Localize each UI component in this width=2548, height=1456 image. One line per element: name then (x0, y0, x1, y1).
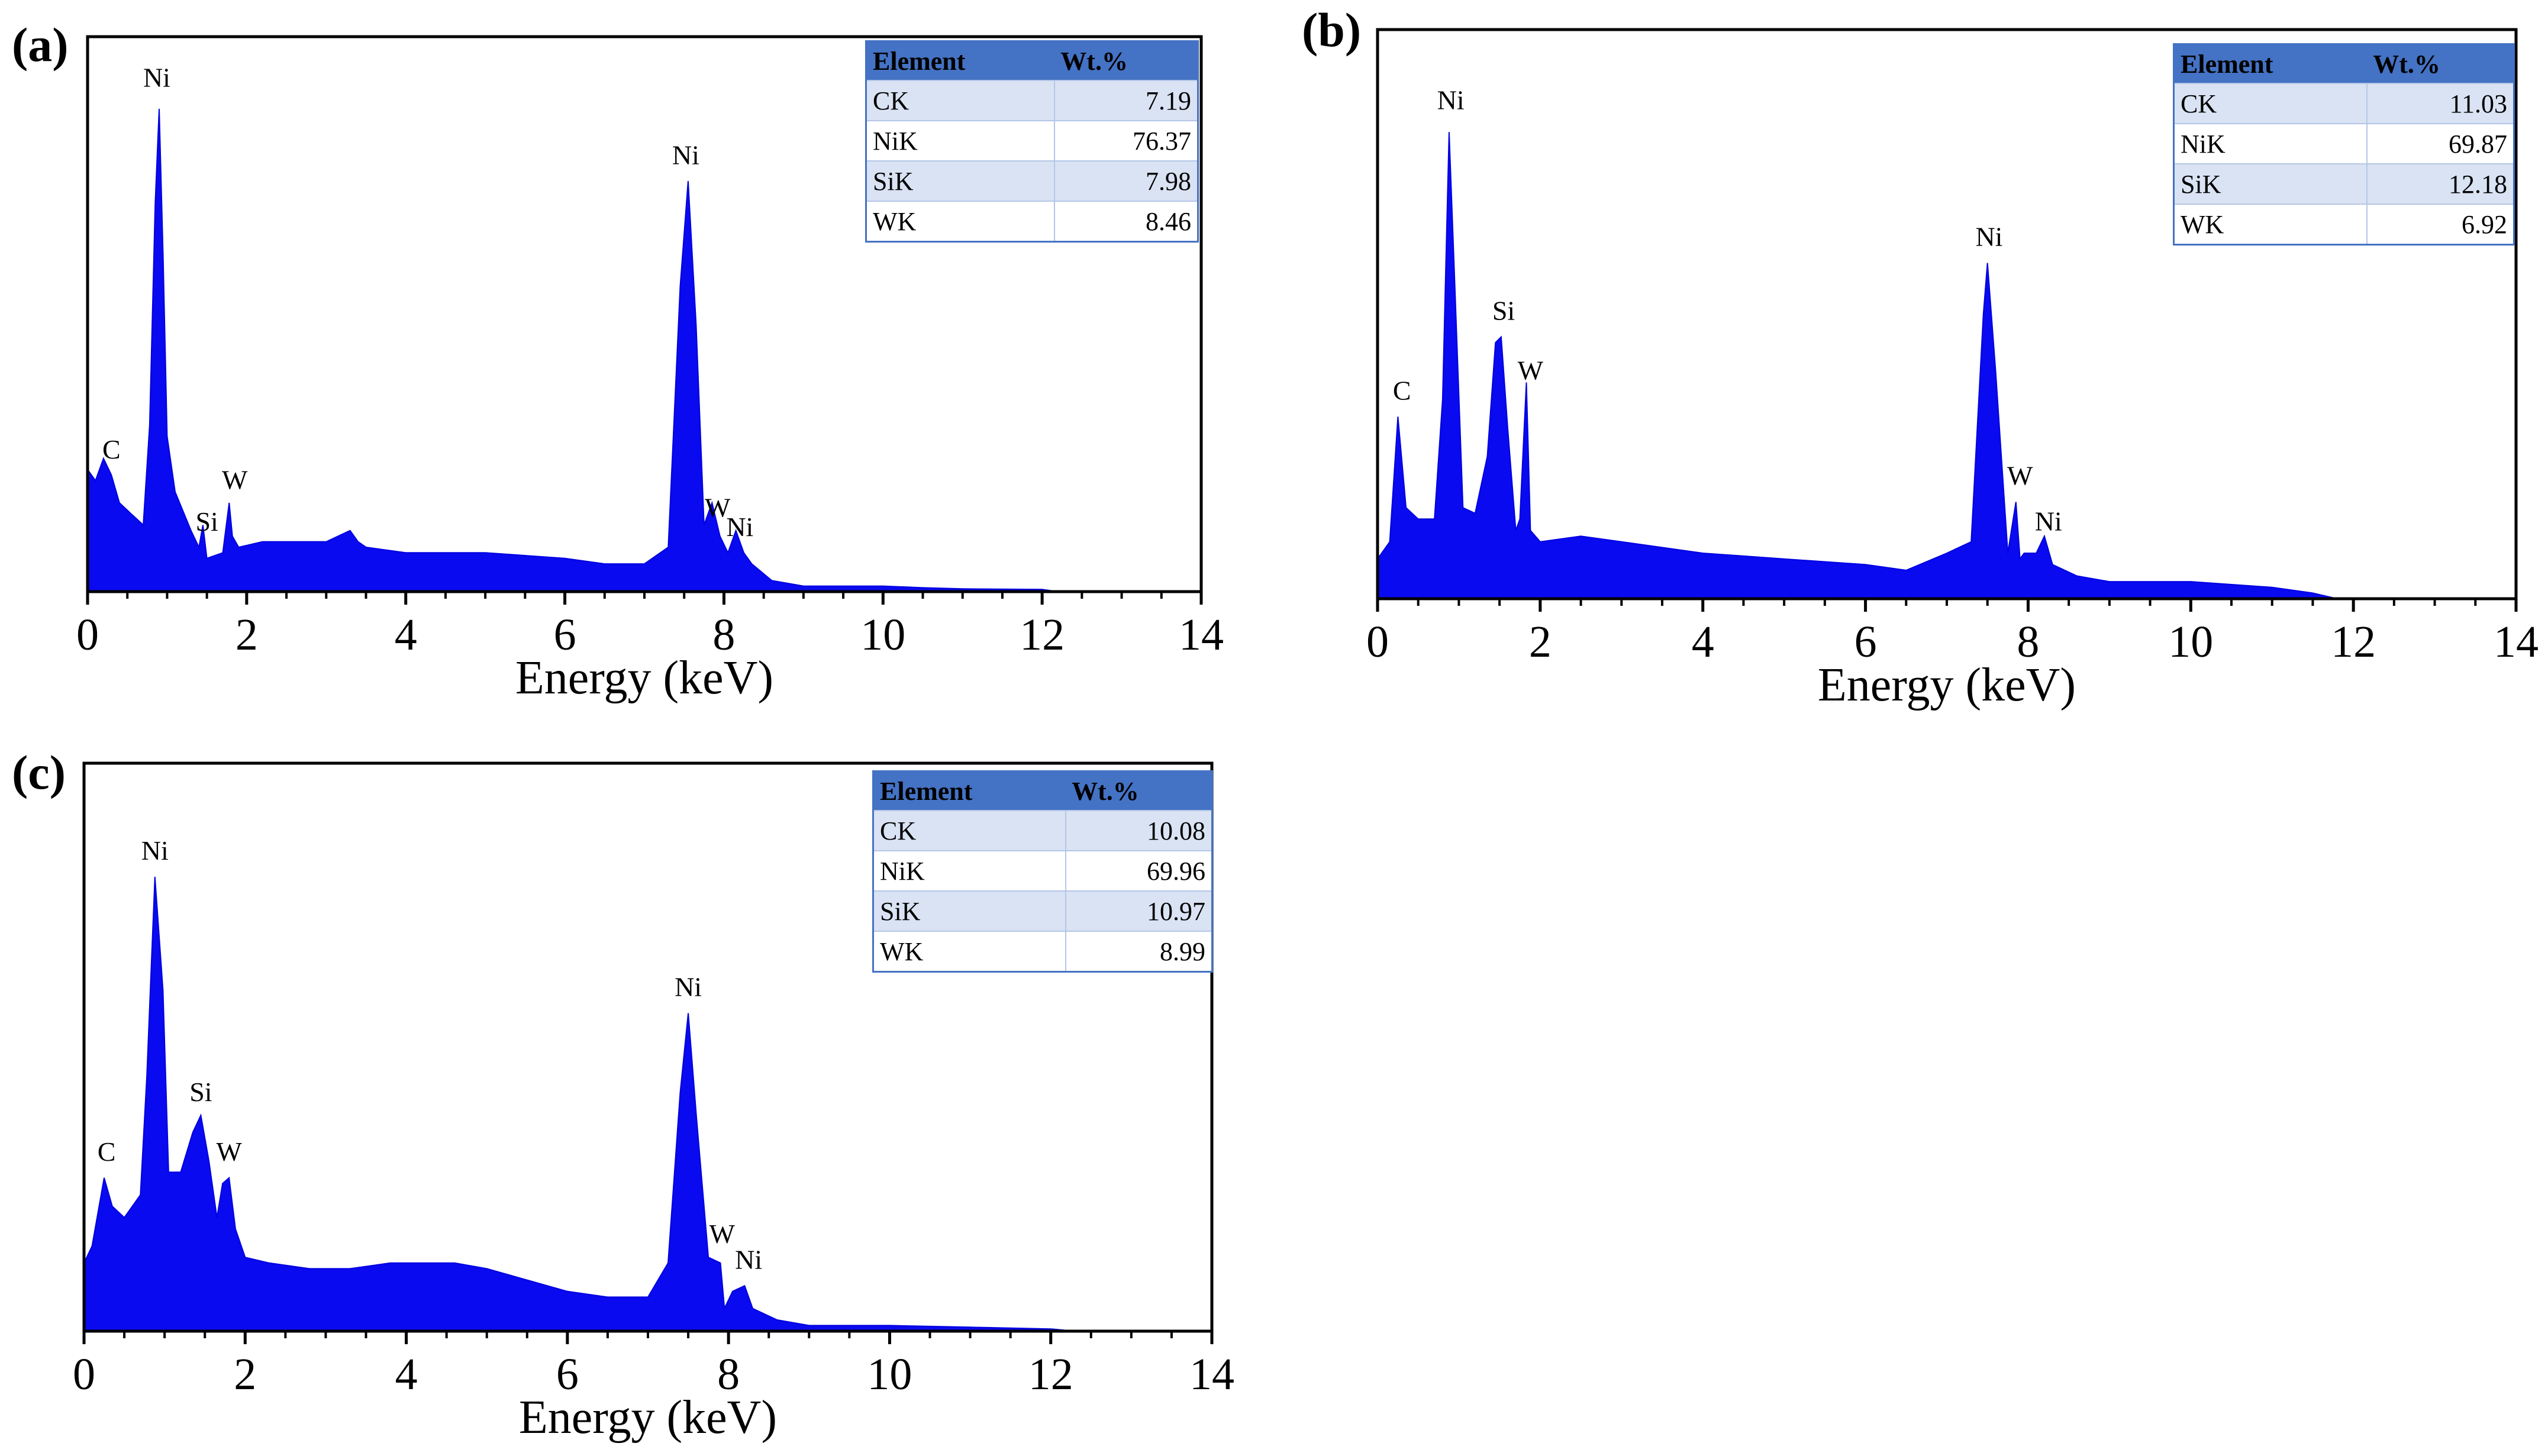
x-tick-label: 4 (1692, 617, 1714, 667)
x-tick-label: 12 (1020, 610, 1065, 660)
table-header-wt: Wt.% (1066, 771, 1212, 811)
table-cell-element: SiK (2173, 163, 2368, 204)
composition-table-b: Element Wt.% CK 11.03 NiK 69.87 SiK 12.18 W… (2173, 43, 2515, 246)
table-cell-element: NiK (873, 850, 1066, 891)
table-cell-value: 11.03 (2366, 83, 2514, 124)
x-tick-label: 12 (2331, 617, 2376, 667)
table-cell-value: 8.99 (1065, 931, 1212, 972)
peak-label: Ni (141, 835, 169, 866)
peak-label: Ni (726, 512, 753, 542)
table-header-element: Element (2173, 44, 2368, 83)
x-tick-label: 8 (712, 610, 735, 660)
peak-label: Si (195, 506, 218, 537)
peak-label: W (705, 492, 731, 522)
peak-label: Si (189, 1077, 212, 1107)
table-cell-element: WK (2173, 204, 2368, 245)
x-axis-title: Energy (keV) (1818, 659, 2076, 711)
table-cell-element: CK (2173, 83, 2368, 124)
x-tick-label: 14 (1179, 610, 1224, 660)
peak-label: Ni (672, 140, 699, 170)
peak-label: C (102, 434, 121, 464)
peak-label: W (1518, 356, 1544, 386)
table-cell-value: 7.19 (1054, 80, 1198, 121)
peak-label: Si (1492, 296, 1515, 326)
table-cell-value: 10.97 (1065, 890, 1212, 931)
table-cell-element: CK (866, 80, 1055, 121)
x-tick-label: 8 (717, 1350, 740, 1399)
peak-label: Ni (143, 62, 170, 92)
x-tick-label: 6 (556, 1350, 579, 1399)
table-cell-value: 8.46 (1054, 201, 1198, 242)
spectrum-area (83, 876, 1075, 1332)
table-header-element: Element (873, 771, 1066, 811)
x-tick-label: 2 (1529, 617, 1552, 667)
panel-label-b: (b) (1302, 3, 1362, 57)
panel-label-c: (c) (12, 745, 66, 799)
table-cell-element: WK (873, 931, 1066, 972)
peak-label: Ni (2035, 506, 2062, 537)
table-cell-element: NiK (866, 120, 1055, 161)
x-tick-label: 10 (860, 610, 905, 660)
panel-label-a: (a) (12, 18, 69, 72)
composition-table-c: Element Wt.% CK 10.08 NiK 69.96 SiK 10.97 W… (872, 770, 1213, 973)
table-cell-value: 76.37 (1054, 120, 1198, 161)
x-axis-title: Energy (keV) (515, 652, 773, 704)
x-tick-label: 0 (73, 1350, 95, 1399)
x-tick-label: 4 (395, 610, 417, 660)
table-header-wt: Wt.% (1054, 41, 1198, 80)
spectrum-area (87, 108, 1059, 592)
table-cell-element: SiK (866, 160, 1055, 201)
x-tick-label: 6 (1854, 617, 1877, 667)
table-cell-value: 6.92 (2366, 204, 2514, 245)
x-axis-title: Energy (keV) (519, 1392, 777, 1444)
peak-label: Ni (735, 1244, 762, 1274)
x-tick-label: 0 (76, 610, 99, 660)
composition-table-a: Element Wt.% CK 7.19 NiK 76.37 SiK 7.98 WK 8… (865, 40, 1199, 243)
x-tick-label: 10 (867, 1350, 912, 1399)
peak-label: Ni (675, 972, 702, 1002)
peak-label: Ni (1975, 222, 2002, 252)
table-cell-value: 69.87 (2366, 123, 2514, 164)
x-tick-label: 12 (1028, 1350, 1073, 1399)
peak-label: W (222, 464, 248, 495)
x-tick-label: 6 (554, 610, 576, 660)
x-tick-label: 14 (1189, 1350, 1234, 1399)
table-cell-element: WK (866, 201, 1055, 242)
spectrum-area (1377, 132, 2337, 599)
peak-label: W (216, 1137, 242, 1167)
table-cell-value: 69.96 (1065, 850, 1212, 891)
peak-label: C (98, 1137, 116, 1167)
table-cell-element: NiK (2173, 123, 2368, 164)
table-cell-value: 10.08 (1065, 810, 1212, 851)
table-cell-element: CK (873, 810, 1066, 851)
table-cell-value: 12.18 (2366, 163, 2514, 204)
peak-label: W (709, 1219, 736, 1249)
x-tick-label: 4 (395, 1350, 418, 1399)
x-tick-label: 10 (2168, 617, 2213, 667)
x-tick-label: 2 (234, 1350, 256, 1399)
x-tick-label: 8 (2017, 617, 2039, 667)
peak-label: W (2007, 461, 2033, 491)
table-cell-value: 7.98 (1054, 160, 1198, 201)
peak-label: Ni (1437, 85, 1465, 115)
peak-label: C (1393, 375, 1411, 405)
x-tick-label: 0 (1366, 617, 1389, 667)
table-cell-element: SiK (873, 890, 1066, 931)
x-tick-label: 14 (2494, 617, 2539, 667)
table-header-element: Element (866, 41, 1055, 80)
x-tick-label: 2 (236, 610, 258, 660)
table-header-wt: Wt.% (2367, 44, 2514, 83)
